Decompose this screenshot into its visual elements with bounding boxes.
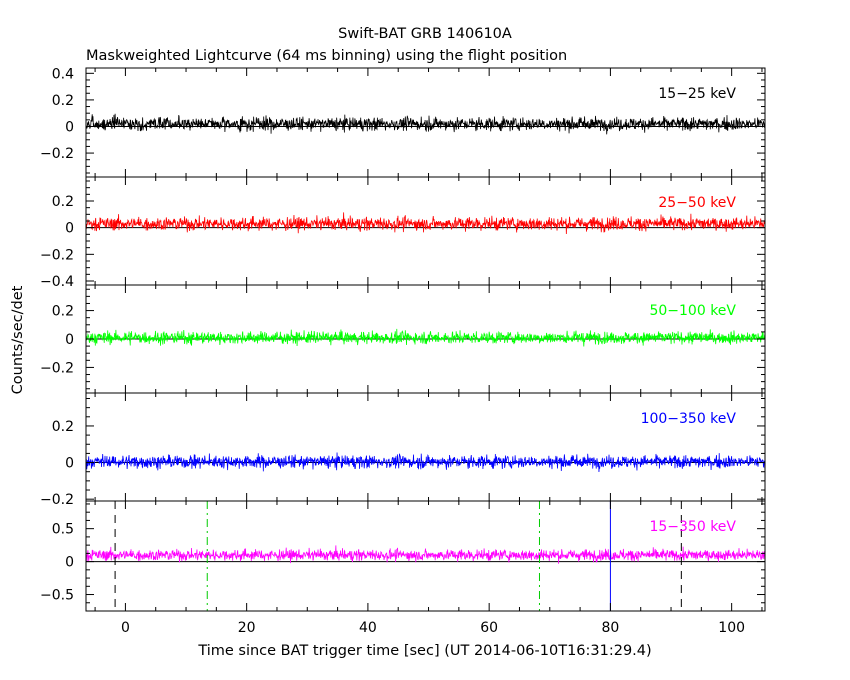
series-line: [85, 328, 766, 347]
panel-frame: [85, 392, 766, 502]
series-line: [85, 212, 766, 234]
y-tick-label: −0.4: [40, 274, 74, 290]
panel-frame: [85, 176, 766, 286]
y-tick-label: 0.2: [52, 93, 74, 109]
series-line: [85, 545, 766, 564]
series-label: 100−350 keV: [641, 411, 737, 427]
panel-100-350-kev: −0.2 0 0.2 100−350 keV: [40, 392, 766, 508]
series-label: 50−100 keV: [649, 303, 736, 319]
y-tick-label: −0.2: [40, 247, 74, 263]
panel-15-25-kev: −0.2 0 0.2 0.4 15−25 keV: [40, 66, 766, 178]
y-tick-label: 0: [65, 119, 74, 135]
series-label: 15−25 keV: [658, 86, 736, 102]
panel-15-350-kev: −0.5 0 0.5 15−350 keV: [40, 500, 766, 612]
series-label: 25−50 keV: [658, 195, 736, 211]
y-tick-label: −0.5: [40, 588, 74, 604]
panel-frame: [85, 500, 766, 612]
y-tick-label: 0: [65, 555, 74, 571]
x-tick-label: 40: [359, 620, 377, 636]
series-line: [85, 113, 766, 135]
x-tick-label: 0: [121, 620, 130, 636]
x-axis-label: Time since BAT trigger time [sec] (UT 20…: [197, 643, 651, 659]
panels-group: −0.2 0 0.2 0.4 15−25 keV −0.4 −0.2 0 0.2 25−50 ke…: [40, 66, 766, 636]
y-tick-label: 0.4: [52, 66, 74, 82]
chart-subtitle: Maskweighted Lightcurve (64 ms binning) …: [86, 48, 567, 64]
y-tick-label: 0: [65, 332, 74, 348]
y-tick-label: 0: [65, 456, 74, 472]
x-tick-label: 80: [601, 620, 619, 636]
chart-title: Swift-BAT GRB 140610A: [338, 26, 512, 42]
y-tick-label: −0.2: [40, 360, 74, 376]
series-line: [85, 452, 766, 473]
y-tick-label: 0: [65, 221, 74, 237]
x-tick-label: 60: [480, 620, 498, 636]
y-tick-label: −0.2: [40, 492, 74, 508]
y-tick-label: 0.2: [52, 419, 74, 435]
x-tick-label: 100: [718, 620, 745, 636]
x-tick-label: 20: [238, 620, 256, 636]
y-tick-label: 0.5: [52, 522, 74, 538]
series-label: 15−350 keV: [649, 519, 736, 535]
y-tick-label: 0.2: [52, 304, 74, 320]
y-tick-label: −0.2: [40, 146, 74, 162]
y-axis-label: Counts/sec/det: [10, 285, 26, 394]
panel-50-100-kev: −0.2 0 0.2 50−100 keV: [40, 284, 766, 394]
y-tick-label: 0.2: [52, 194, 74, 210]
panel-25-50-kev: −0.4 −0.2 0 0.2 25−50 keV: [40, 176, 766, 290]
